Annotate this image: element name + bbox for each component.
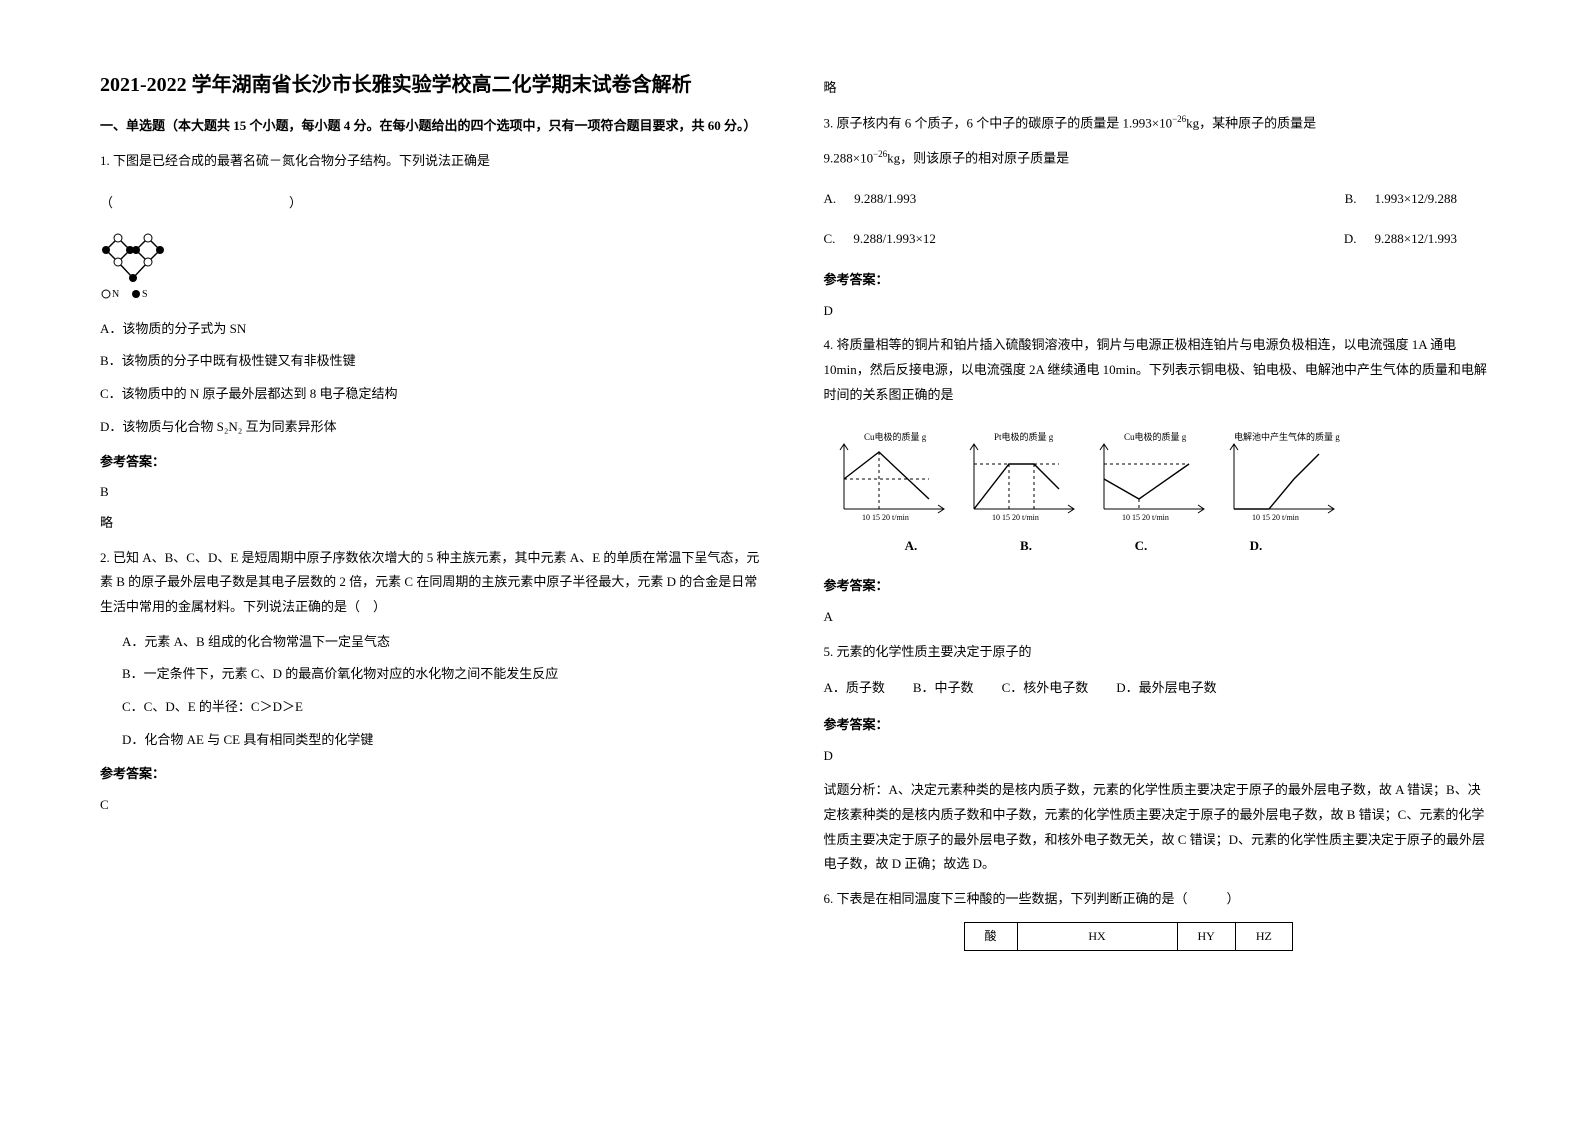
right-column: 略 3. 原子核内有 6 个质子，6 个中子的碳原子的质量是 1.993×10−…	[824, 70, 1488, 1082]
q5-b: B．中子数	[913, 676, 974, 701]
q2-opt-a: A．元素 A、B 组成的化合物常温下一定呈气态	[122, 630, 764, 655]
left-column: 2021-2022 学年湖南省长沙市长雅实验学校高二化学期末试卷含解析 一、单选…	[100, 70, 764, 1082]
page-title: 2021-2022 学年湖南省长沙市长雅实验学校高二化学期末试卷含解析	[100, 70, 764, 100]
q4c-ticks: 10 15 20 t/min	[1122, 513, 1169, 522]
q6-stem: 6. 下表是在相同温度下三种酸的一些数据，下列判断正确的是（ ）	[824, 887, 1488, 912]
q1-opt-a: A．该物质的分子式为 SN	[100, 317, 764, 342]
q6-table: 酸 HX HY HZ	[964, 922, 1293, 951]
q3-sup2: −26	[873, 149, 887, 159]
section-1-head: 一、单选题（本大题共 15 个小题，每小题 4 分。在每小题给出的四个选项中，只…	[100, 114, 764, 139]
q3-ans-head: 参考答案：	[824, 268, 1488, 293]
q5-stem: 5. 元素的化学性质主要决定于原子的	[824, 640, 1488, 665]
q2-ans: C	[100, 793, 764, 818]
q6-th3: HY	[1177, 922, 1235, 950]
q5-c: C．核外电子数	[1002, 676, 1089, 701]
q3-b-val: 1.993×12/9.288	[1375, 187, 1457, 212]
q2-exp: 略	[824, 76, 1488, 101]
q3-stem-a: 3. 原子核内有 6 个质子，6 个中子的碳原子的质量是 1.993×10	[824, 115, 1173, 130]
q5-ans: D	[824, 744, 1488, 769]
exam-page: 2021-2022 学年湖南省长沙市长雅实验学校高二化学期末试卷含解析 一、单选…	[100, 70, 1487, 1082]
q2-stem: 2. 已知 A、B、C、D、E 是短周期中原子序数依次增大的 5 种主族元素，其…	[100, 546, 764, 620]
q3-c-val: 9.288/1.993×12	[853, 227, 935, 252]
q3-a-val: 9.288/1.993	[854, 187, 916, 212]
q4-label-d: D.	[1199, 534, 1314, 559]
q6-th1: 酸	[964, 922, 1017, 950]
q4d-title: 电解池中产生气体的质量 g	[1234, 431, 1340, 442]
q3-stem-b: kg，某种原子的质量是	[1186, 115, 1316, 130]
q4-charts: Cu电极的质量 g 10 15 20 t/min Pt电极的质量 g	[824, 424, 1488, 559]
q1-exp: 略	[100, 511, 764, 536]
q2-opt-d: D．化合物 AE 与 CE 具有相同类型的化学键	[122, 728, 764, 753]
q3-a-label: A.	[824, 187, 837, 212]
q4-label-b: B.	[969, 534, 1084, 559]
q3-row1: A. 9.288/1.993 B. 1.993×12/9.288	[824, 187, 1488, 212]
q3-stem-line2: 9.288×10−26kg，则该原子的相对原子质量是	[824, 146, 1488, 171]
q1-opt-b: B．该物质的分子中既有极性键又有非极性键	[100, 349, 764, 374]
q4-chart-labels: A. B. C. D.	[824, 534, 1344, 559]
q3-d-val: 9.288×12/1.993	[1375, 227, 1457, 252]
q4-ans-head: 参考答案：	[824, 574, 1488, 599]
q2-ans-head: 参考答案：	[100, 762, 764, 787]
q3-stem-c: 9.288×10	[824, 150, 874, 165]
legend-n: N	[112, 289, 119, 300]
q5-ans-head: 参考答案：	[824, 713, 1488, 738]
q1-ans-head: 参考答案：	[100, 450, 764, 475]
q1-opt-d: D．该物质与化合物 S₂N₂ 互为同素异形体	[100, 415, 764, 440]
legend-s: S	[142, 289, 148, 300]
q1-molecule: N S	[100, 228, 764, 309]
q6-th2: HX	[1017, 922, 1177, 950]
q2-opt-c: C．C、D、E 的半径：C＞D＞E	[122, 695, 764, 720]
q5-a: A．质子数	[824, 676, 885, 701]
q4c-title: Cu电极的质量 g	[1124, 431, 1187, 442]
q4d-ticks: 10 15 20 t/min	[1252, 513, 1299, 522]
q4-charts-svg: Cu电极的质量 g 10 15 20 t/min Pt电极的质量 g	[824, 424, 1344, 534]
q5-opts: A．质子数 B．中子数 C．核外电子数 D．最外层电子数	[824, 676, 1488, 701]
q1-ans: B	[100, 480, 764, 505]
q3-stem-d: kg，则该原子的相对原子质量是	[887, 150, 1069, 165]
q3-c-label: C.	[824, 227, 836, 252]
q6-th4: HZ	[1235, 922, 1292, 950]
q3-stem: 3. 原子核内有 6 个质子，6 个中子的碳原子的质量是 1.993×10−26…	[824, 111, 1488, 136]
q4-stem: 4. 将质量相等的铜片和铂片插入硫酸铜溶液中，铜片与电源正极相连铂片与电源负极相…	[824, 333, 1488, 407]
molecule-diagram: N S	[100, 228, 170, 300]
q4a-ticks: 10 15 20 t/min	[862, 513, 909, 522]
q3-d-label: D.	[1344, 227, 1357, 252]
q3-row2: C. 9.288/1.993×12 D. 9.288×12/1.993	[824, 227, 1488, 252]
q4-label-c: C.	[1084, 534, 1199, 559]
q4b-title: Pt电极的质量 g	[994, 431, 1054, 442]
q4-ans: A	[824, 605, 1488, 630]
q1-stem: 1. 下图是已经合成的最著名硫－氮化合物分子结构。下列说法正确是	[100, 149, 764, 174]
q4b-ticks: 10 15 20 t/min	[992, 513, 1039, 522]
q4-label-a: A.	[854, 534, 969, 559]
q1-paren: （ ）	[100, 191, 764, 216]
q3-ans: D	[824, 299, 1488, 324]
q5-d: D．最外层电子数	[1116, 676, 1216, 701]
q5-exp: 试题分析：A、决定元素种类的是核内质子数，元素的化学性质主要决定于原子的最外层电…	[824, 778, 1488, 877]
q4a-title: Cu电极的质量 g	[864, 431, 927, 442]
q1-opt-c: C．该物质中的 N 原子最外层都达到 8 电子稳定结构	[100, 382, 764, 407]
q3-b-label: B.	[1345, 187, 1357, 212]
q3-sup1: −26	[1172, 114, 1186, 124]
q2-opt-b: B．一定条件下，元素 C、D 的最高价氧化物对应的水化物之间不能发生反应	[122, 662, 764, 687]
